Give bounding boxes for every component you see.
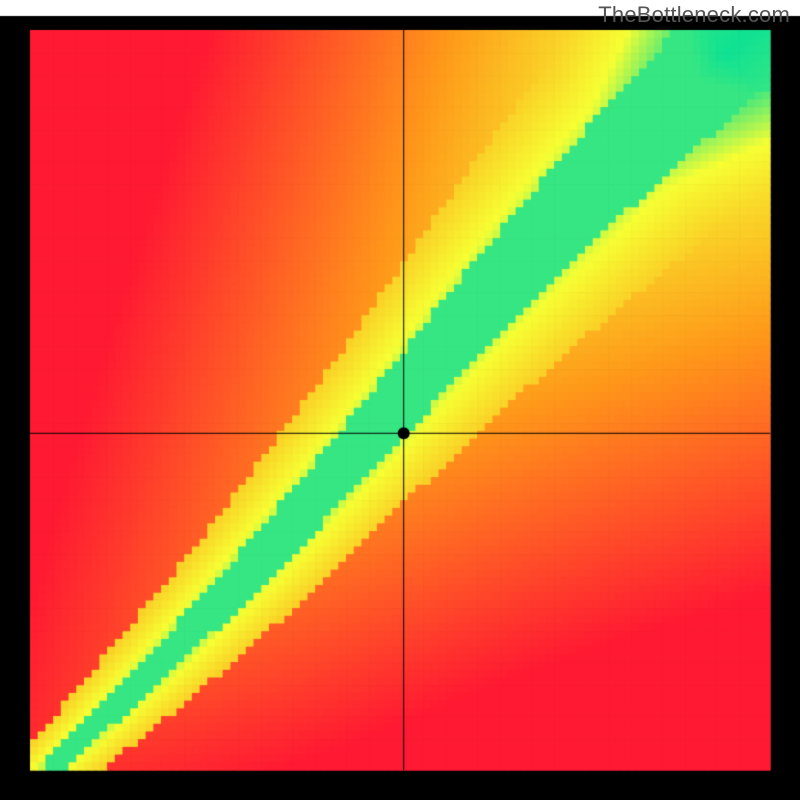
bottleneck-heatmap <box>0 0 800 800</box>
chart-container: TheBottleneck.com <box>0 0 800 800</box>
watermark-text: TheBottleneck.com <box>598 2 790 28</box>
